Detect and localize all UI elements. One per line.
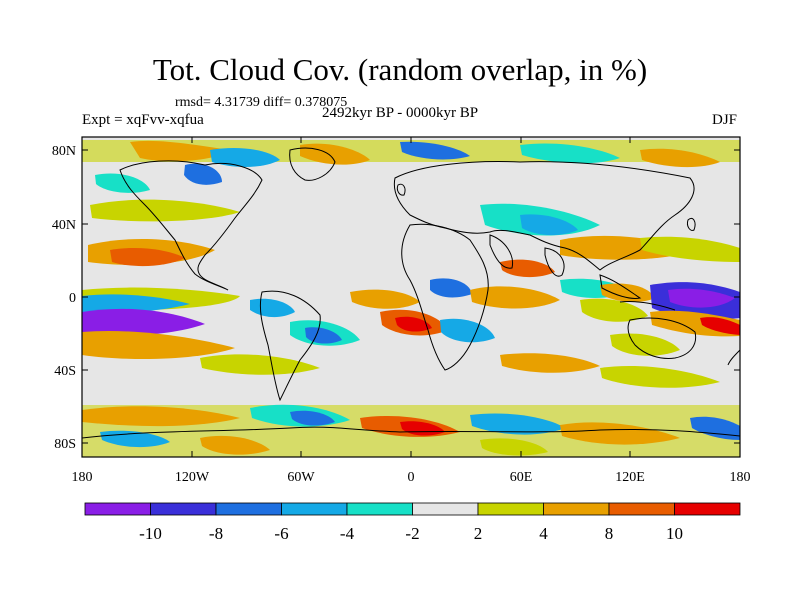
colorbar-label: 2 [474,524,483,543]
colorbar-swatch [608,502,675,516]
colorbar-label: -2 [405,524,419,543]
lon-label-120w: 120W [175,470,210,485]
period-label: 2492kyr BP - 0000kyr BP [322,105,479,121]
lat-label-80n: 80N [52,144,76,159]
experiment-label: Expt = xqFvv-xqfua [82,112,204,128]
lat-label-0: 0 [69,291,76,306]
colorbar-label: -6 [274,524,288,543]
colorbar-swatch [412,502,479,516]
lat-tick-marks [82,149,740,444]
lon-label-180e: 180 [730,470,751,485]
lon-label-60e: 60E [510,470,533,485]
colorbar-label: 10 [666,524,683,543]
lon-tick-marks [81,137,741,457]
lat-label-40n: 40N [52,218,76,233]
colorbar-label: -8 [209,524,223,543]
colorbar-labels: -10 -8 -6 -4 -2 2 4 8 10 [139,524,683,543]
lon-label-120e: 120E [615,470,645,485]
lat-label-80s: 80S [54,437,76,452]
colorbar-swatch [150,502,217,516]
colorbar [84,502,741,516]
colorbar-label: 4 [539,524,548,543]
colorbar-label: -4 [340,524,355,543]
season-label: DJF [711,112,737,128]
colorbar-swatch [346,502,413,516]
colorbar-swatch [477,502,544,516]
map-title: Tot. Cloud Cov. (random overlap, in %) [152,52,648,87]
stats-text: rmsd= 4.31739 diff= 0.378075 [175,95,348,110]
lon-label-180w: 180 [72,470,93,485]
lat-label-40s: 40S [54,364,76,379]
colorbar-swatch [84,502,151,516]
colorbar-swatch [281,502,348,516]
lon-label-60w: 60W [287,470,315,485]
colorbar-swatch [215,502,282,516]
colorbar-swatch [543,502,610,516]
lon-label-0: 0 [408,470,415,485]
colorbar-swatch [674,502,741,516]
colorbar-label: 8 [605,524,614,543]
coastlines [82,147,740,439]
colorbar-label: -10 [139,524,162,543]
